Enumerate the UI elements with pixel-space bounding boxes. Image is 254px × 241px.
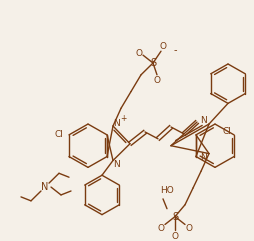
Text: N: N — [200, 153, 207, 162]
Text: N: N — [200, 116, 207, 125]
Text: O: O — [171, 232, 178, 241]
Text: N: N — [113, 119, 120, 127]
Text: Cl: Cl — [222, 127, 231, 136]
Text: O: O — [159, 42, 166, 51]
Text: N: N — [41, 182, 49, 192]
Text: O: O — [157, 224, 164, 233]
Text: +: + — [119, 114, 126, 123]
Text: N: N — [113, 160, 120, 169]
Text: O: O — [185, 224, 192, 233]
Text: S: S — [171, 212, 177, 221]
Text: HO: HO — [160, 187, 173, 195]
Text: S: S — [149, 58, 155, 68]
Text: -: - — [172, 45, 176, 55]
Text: O: O — [135, 49, 142, 58]
Text: Cl: Cl — [54, 130, 63, 139]
Text: O: O — [153, 76, 160, 85]
